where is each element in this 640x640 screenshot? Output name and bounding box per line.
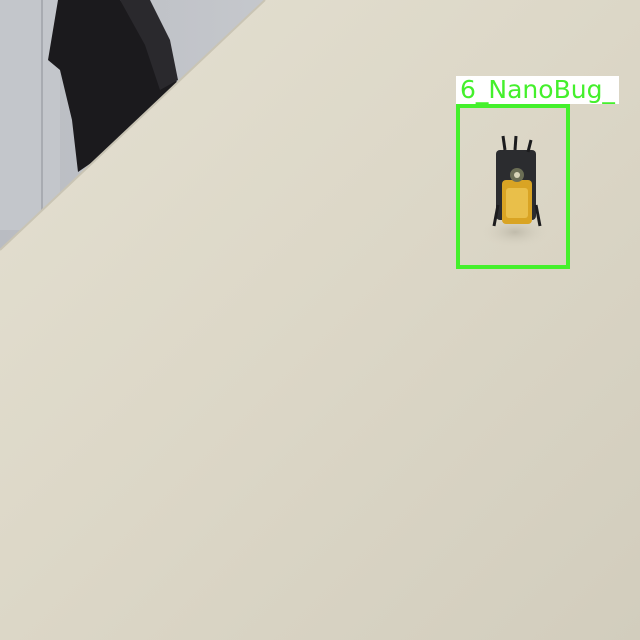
detection-label: 6_NanoBug_ — [456, 76, 619, 104]
detection-bounding-box — [456, 104, 570, 269]
table-edge — [0, 0, 266, 251]
cloth-fold — [120, 0, 178, 90]
nanobug-robot — [492, 135, 542, 227]
wall-panel — [0, 0, 60, 230]
robot-shadow — [481, 216, 549, 248]
